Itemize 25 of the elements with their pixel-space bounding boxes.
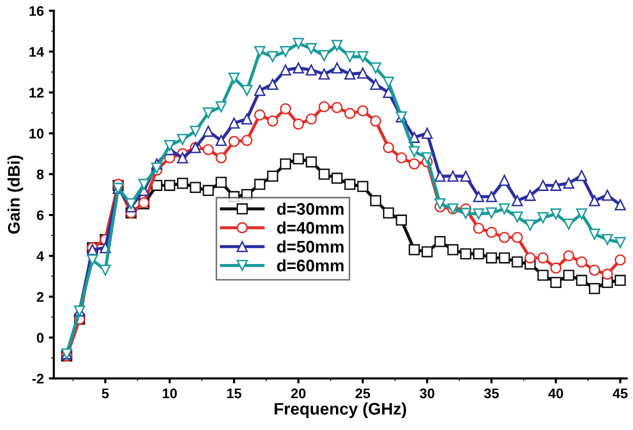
x-tick-label: 40 [548,388,564,398]
x-axis-title: Frequency (GHz) [274,402,406,418]
y-axis-title: Gain (dBi) [8,156,24,234]
y-tick-label: 8 [36,169,44,180]
legend-label: d=40mm [277,221,344,234]
x-tick-label: 15 [227,388,242,398]
x-tick-label: 25 [356,388,370,398]
y-tick-label: 16 [30,6,44,16]
y-tick-label: 2 [36,292,44,302]
x-tick-label: 45 [612,388,628,398]
y-tick-label: 10 [30,128,44,138]
x-tick-label: 5 [102,388,109,398]
legend-label: d=30mm [277,202,344,215]
y-tick-label: 6 [36,210,44,220]
y-tick-label: 12 [30,88,44,98]
x-tick-label: 20 [291,388,306,398]
legend-label: d=50mm [277,240,344,253]
x-tick-label: 30 [420,388,434,398]
x-tick-label: 35 [484,388,499,398]
y-tick-label: 14 [30,47,44,57]
y-tick-label: 0 [36,332,44,343]
y-tick-label: 4 [36,251,44,261]
legend-label: d=60mm [277,259,344,272]
x-tick-label: 10 [162,388,177,398]
y-tick-label: -2 [32,374,44,384]
